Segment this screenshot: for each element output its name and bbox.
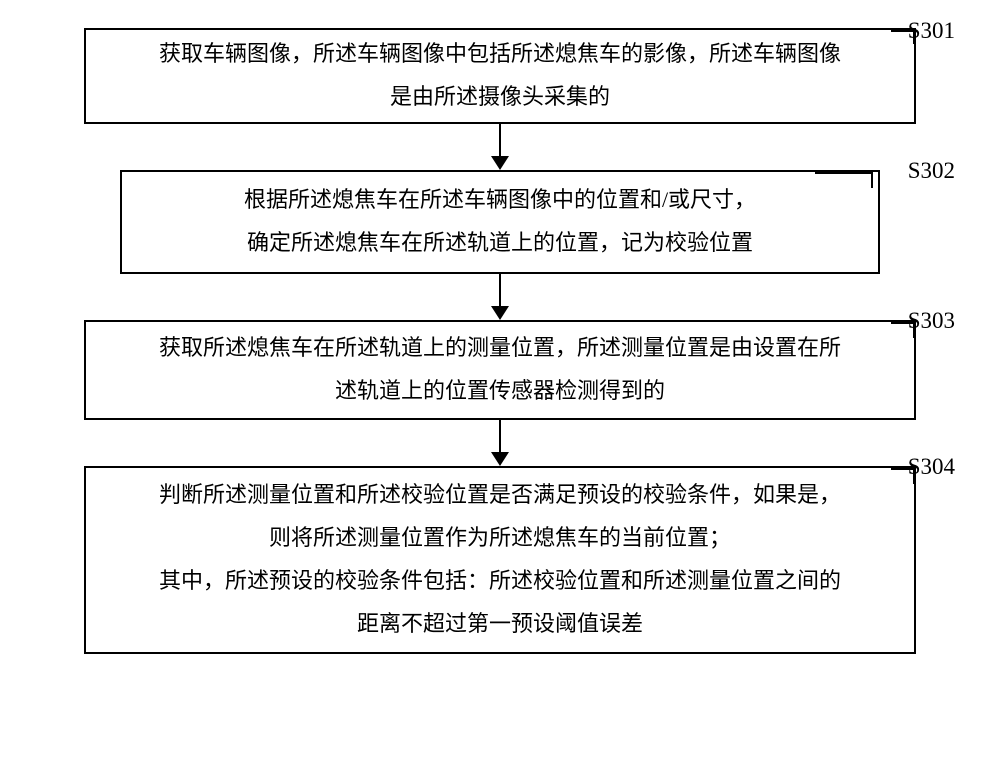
step-box-s301: 获取车辆图像，所述车辆图像中包括所述熄焦车的影像，所述车辆图像 是由所述摄像头采… (84, 28, 916, 124)
step-box-s304: 判断所述测量位置和所述校验位置是否满足预设的校验条件，如果是， 则将所述测量位置… (84, 466, 916, 654)
arrow-head-icon (491, 452, 509, 466)
step-text-s304: 判断所述测量位置和所述校验位置是否满足预设的校验条件，如果是， 则将所述测量位置… (106, 474, 894, 646)
step-wrapper-s301: S301 获取车辆图像，所述车辆图像中包括所述熄焦车的影像，所述车辆图像 是由所… (55, 28, 945, 124)
arrow-s302-s303 (491, 274, 509, 320)
leader-s302 (815, 172, 873, 188)
step-text-s303: 获取所述熄焦车在所述轨道上的测量位置，所述测量位置是由设置在所 述轨道上的位置传… (106, 327, 894, 413)
step-text-s302: 根据所述熄焦车在所述车辆图像中的位置和/或尺寸， 确定所述熄焦车在所述轨道上的位… (142, 179, 858, 265)
arrow-line (499, 420, 501, 452)
step-label-s304: S304 (908, 454, 955, 480)
step-label-s301: S301 (908, 18, 955, 44)
arrow-s301-s302 (491, 124, 509, 170)
step-box-s303: 获取所述熄焦车在所述轨道上的测量位置，所述测量位置是由设置在所 述轨道上的位置传… (84, 320, 916, 420)
step-box-s302: 根据所述熄焦车在所述车辆图像中的位置和/或尺寸， 确定所述熄焦车在所述轨道上的位… (120, 170, 880, 274)
arrow-head-icon (491, 306, 509, 320)
step-text-s301: 获取车辆图像，所述车辆图像中包括所述熄焦车的影像，所述车辆图像 是由所述摄像头采… (106, 33, 894, 119)
flowchart-container: S301 获取车辆图像，所述车辆图像中包括所述熄焦车的影像，所述车辆图像 是由所… (55, 28, 945, 654)
arrow-s303-s304 (491, 420, 509, 466)
step-wrapper-s304: S304 判断所述测量位置和所述校验位置是否满足预设的校验条件，如果是， 则将所… (55, 466, 945, 654)
step-wrapper-s302: S302 根据所述熄焦车在所述车辆图像中的位置和/或尺寸， 确定所述熄焦车在所述… (55, 170, 945, 274)
step-wrapper-s303: S303 获取所述熄焦车在所述轨道上的测量位置，所述测量位置是由设置在所 述轨道… (55, 320, 945, 420)
arrow-line (499, 274, 501, 306)
arrow-line (499, 124, 501, 156)
step-label-s303: S303 (908, 308, 955, 334)
arrow-head-icon (491, 156, 509, 170)
step-label-s302: S302 (908, 158, 955, 184)
